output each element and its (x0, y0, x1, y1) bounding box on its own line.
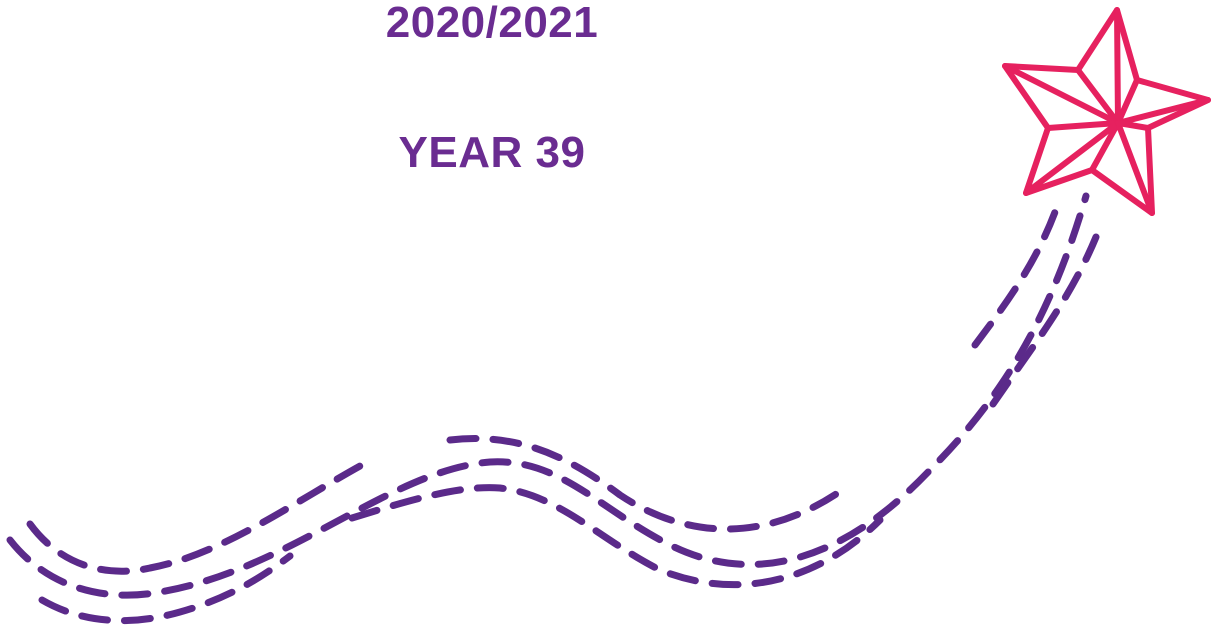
trail-line-bottom-segment (348, 484, 884, 589)
year-number-title: YEAR 39 (398, 128, 586, 177)
trail-line-right-short (971, 208, 1059, 349)
trail-line-bottom (38, 552, 294, 625)
dashed-trail-icon (6, 192, 1100, 625)
trail-line-top-segment (446, 435, 849, 533)
trail-line-middle (6, 192, 1090, 599)
trail-line-right-lower (989, 233, 1100, 408)
trail-line-top (26, 462, 364, 575)
star-icon (1002, 7, 1211, 216)
year-range-title: 2020/2021 (385, 0, 599, 47)
